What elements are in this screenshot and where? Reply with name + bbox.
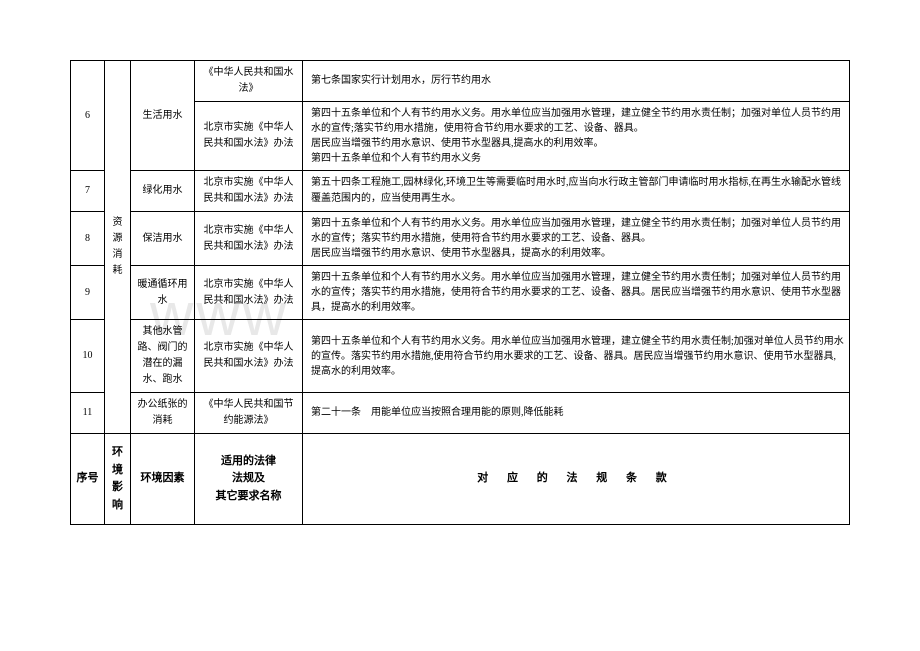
- cell-factor: 绿化用水: [131, 171, 195, 212]
- cell-seq: 9: [71, 266, 105, 320]
- cell-law: 《中华人民共和国水法》: [195, 61, 303, 102]
- cell-clause: 第四十五条单位和个人有节约用水义务。用水单位应当加强用水管理，建立健全节约用水责…: [303, 320, 850, 393]
- cell-clause: 第四十五条单位和个人有节约用水义务。用水单位应当加强用水管理，建立健全节约用水责…: [303, 266, 850, 320]
- header-law: 适用的法律法规及其它要求名称: [195, 434, 303, 525]
- cell-factor: 暖通循环用水: [131, 266, 195, 320]
- cell-impact: 资源消耗: [105, 61, 131, 434]
- table-row: 8 保洁用水 北京市实施《中华人民共和国水法》办法 第四十五条单位和个人有节约用…: [71, 212, 850, 266]
- cell-law: 北京市实施《中华人民共和国水法》办法: [195, 266, 303, 320]
- cell-seq: 7: [71, 171, 105, 212]
- regulations-table: 6 资源消耗 生活用水 《中华人民共和国水法》 第七条国家实行计划用水，厉行节约…: [70, 60, 850, 525]
- cell-factor: 办公纸张的消耗: [131, 393, 195, 434]
- cell-seq: 6: [71, 61, 105, 171]
- cell-clause: 第二十一条 用能单位应当按照合理用能的原则,降低能耗: [303, 393, 850, 434]
- table-row: 10 其他水管路、阀门的潜在的漏水、跑水 北京市实施《中华人民共和国水法》办法 …: [71, 320, 850, 393]
- cell-factor: 其他水管路、阀门的潜在的漏水、跑水: [131, 320, 195, 393]
- document-page: 6 资源消耗 生活用水 《中华人民共和国水法》 第七条国家实行计划用水，厉行节约…: [0, 0, 920, 555]
- cell-seq: 11: [71, 393, 105, 434]
- header-clause: 对 应 的 法 规 条 款: [303, 434, 850, 525]
- cell-clause: 第四十五条单位和个人有节约用水义务。用水单位应当加强用水管理，建立健全节约用水责…: [303, 212, 850, 266]
- header-factor: 环境因素: [131, 434, 195, 525]
- cell-clause: 第五十四条工程施工,园林绿化,环境卫生等需要临时用水时,应当向水行政主管部门申请…: [303, 171, 850, 212]
- table-row: 6 资源消耗 生活用水 《中华人民共和国水法》 第七条国家实行计划用水，厉行节约…: [71, 61, 850, 102]
- cell-clause: 第四十五条单位和个人有节约用水义务。用水单位应当加强用水管理，建立健全节约用水责…: [303, 102, 850, 171]
- table-header-row: 序号 环境影响 环境因素 适用的法律法规及其它要求名称 对 应 的 法 规 条 …: [71, 434, 850, 525]
- table-row: 9 暖通循环用水 北京市实施《中华人民共和国水法》办法 第四十五条单位和个人有节…: [71, 266, 850, 320]
- table-row: 11 办公纸张的消耗 《中华人民共和国节约能源法》 第二十一条 用能单位应当按照…: [71, 393, 850, 434]
- cell-seq: 10: [71, 320, 105, 393]
- cell-clause: 第七条国家实行计划用水，厉行节约用水: [303, 61, 850, 102]
- cell-seq: 8: [71, 212, 105, 266]
- cell-factor: 生活用水: [131, 61, 195, 171]
- header-impact: 环境影响: [105, 434, 131, 525]
- cell-law: 北京市实施《中华人民共和国水法》办法: [195, 320, 303, 393]
- table-row: 7 绿化用水 北京市实施《中华人民共和国水法》办法 第五十四条工程施工,园林绿化…: [71, 171, 850, 212]
- cell-factor: 保洁用水: [131, 212, 195, 266]
- header-seq: 序号: [71, 434, 105, 525]
- cell-law: 《中华人民共和国节约能源法》: [195, 393, 303, 434]
- cell-law: 北京市实施《中华人民共和国水法》办法: [195, 102, 303, 171]
- cell-law: 北京市实施《中华人民共和国水法》办法: [195, 212, 303, 266]
- cell-law: 北京市实施《中华人民共和国水法》办法: [195, 171, 303, 212]
